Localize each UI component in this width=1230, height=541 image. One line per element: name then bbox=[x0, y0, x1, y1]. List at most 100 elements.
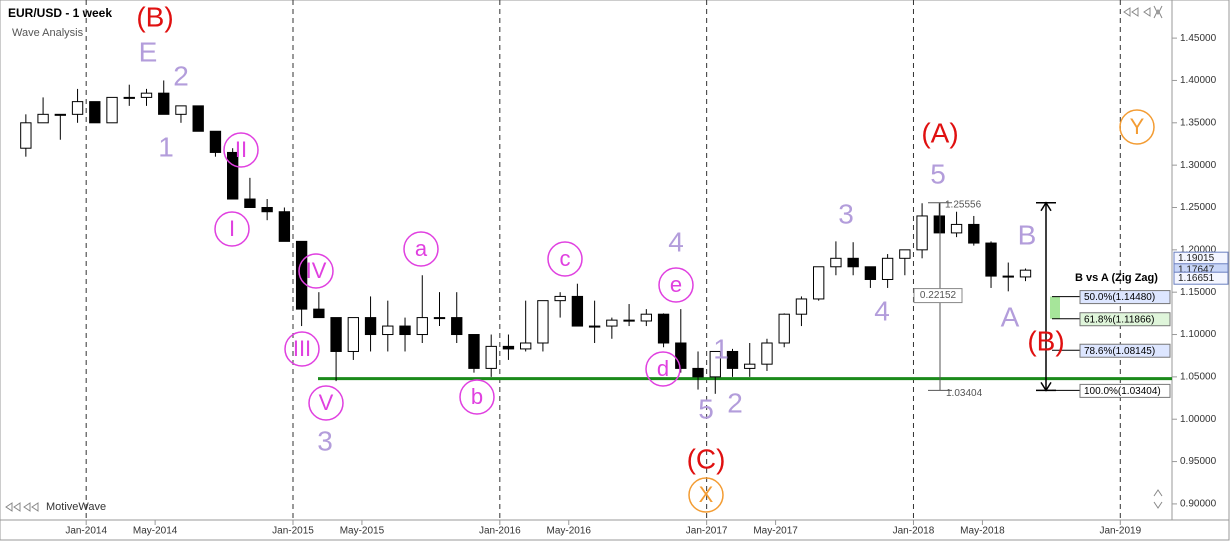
fib-box bbox=[1079, 383, 1171, 398]
candle-body bbox=[227, 151, 239, 200]
candle-body bbox=[623, 319, 635, 322]
fib-zone bbox=[1050, 296, 1060, 319]
candle-body bbox=[1002, 275, 1014, 278]
candle-body bbox=[881, 257, 894, 280]
candle-body bbox=[37, 113, 49, 124]
measure-low-label: 1.03404 bbox=[946, 388, 983, 399]
price-tag-box bbox=[1173, 271, 1229, 285]
fib-box bbox=[1079, 290, 1171, 305]
candle-body bbox=[795, 298, 808, 315]
candle-body bbox=[571, 295, 584, 327]
chart-title: EUR/USD - 1 week bbox=[8, 6, 112, 20]
candle-body bbox=[261, 206, 273, 213]
wave-circle bbox=[214, 211, 250, 247]
candle-body bbox=[140, 92, 153, 98]
wave-label: A bbox=[1001, 301, 1020, 332]
candle-body bbox=[847, 257, 859, 268]
price-tag-label: 1.17647 bbox=[1178, 264, 1215, 275]
candle-body bbox=[192, 105, 204, 132]
candle-body bbox=[813, 266, 825, 300]
y-tick-label: 1.25000 bbox=[1180, 202, 1217, 213]
candle-body bbox=[778, 313, 790, 344]
candle-body bbox=[71, 101, 84, 115]
measure-range-box bbox=[913, 288, 963, 304]
y-tick-label: 1.35000 bbox=[1180, 117, 1217, 128]
candle-body bbox=[1019, 269, 1032, 278]
wave-circle bbox=[1119, 109, 1155, 145]
x-tick-label: Jan-2019 bbox=[1099, 526, 1141, 537]
candle-body bbox=[330, 317, 342, 352]
scale-icons[interactable] bbox=[1153, 489, 1163, 509]
y-tick-label: 0.95000 bbox=[1180, 456, 1217, 467]
candle-body bbox=[709, 350, 721, 378]
candle-body bbox=[485, 345, 497, 369]
candle-body bbox=[347, 317, 359, 352]
wave-label: (B) bbox=[1027, 325, 1064, 356]
wave-label: E bbox=[139, 36, 158, 67]
candle-body bbox=[416, 317, 428, 336]
x-tick-label: May-2014 bbox=[133, 526, 178, 537]
fib-box bbox=[1079, 312, 1171, 327]
wave-label: 5 bbox=[698, 393, 714, 424]
fib-label: 100.0%(1.03404) bbox=[1084, 386, 1161, 397]
wave-label: 4 bbox=[668, 226, 684, 257]
x-tick-label: Jan-2016 bbox=[479, 526, 521, 537]
candle-body bbox=[657, 313, 670, 344]
wave-circle bbox=[645, 351, 681, 387]
candle-body bbox=[106, 96, 118, 124]
y-tick-label: 1.15000 bbox=[1180, 287, 1217, 298]
x-tick-label: Jan-2018 bbox=[893, 526, 935, 537]
measure-high-label: 1.25556 bbox=[945, 199, 982, 210]
candle-body bbox=[864, 266, 877, 280]
wave-label: 2 bbox=[727, 387, 743, 418]
y-tick-label: 0.90000 bbox=[1180, 499, 1217, 510]
candle-body bbox=[364, 317, 377, 336]
x-tick-label: Jan-2014 bbox=[65, 526, 107, 537]
y-tick-label: 1.05000 bbox=[1180, 372, 1217, 383]
wave-circle bbox=[308, 385, 344, 421]
wave-label: (A) bbox=[921, 117, 958, 148]
price-tag-label: 1.19015 bbox=[1178, 253, 1215, 264]
candle-body bbox=[175, 105, 187, 115]
y-tick-label: 1.40000 bbox=[1180, 75, 1217, 86]
wave-circle bbox=[658, 267, 694, 303]
candle-body bbox=[295, 240, 308, 310]
x-tick-label: May-2017 bbox=[753, 526, 798, 537]
x-tick-label: Jan-2017 bbox=[686, 526, 728, 537]
candle-body bbox=[761, 342, 773, 365]
wave-label: Y bbox=[1130, 114, 1145, 139]
candle-body bbox=[520, 342, 532, 350]
candle-body bbox=[692, 367, 704, 378]
wave-label: II bbox=[235, 137, 247, 162]
fib-label: 78.6%(1.08145) bbox=[1084, 346, 1155, 357]
candle-body bbox=[675, 342, 687, 369]
candle-body bbox=[468, 334, 480, 369]
wave-label: a bbox=[415, 236, 428, 261]
candle-body bbox=[916, 215, 928, 251]
wave-label: (C) bbox=[687, 443, 726, 474]
wave-label: 1 bbox=[158, 131, 174, 162]
candle-body bbox=[278, 211, 291, 242]
y-tick-label: 1.20000 bbox=[1180, 244, 1217, 255]
arrow-head bbox=[1040, 201, 1052, 392]
x-tick-label: May-2016 bbox=[547, 526, 592, 537]
wave-label: e bbox=[670, 272, 682, 297]
nav-icons[interactable] bbox=[5, 502, 39, 512]
y-tick-label: 1.10000 bbox=[1180, 329, 1217, 340]
wave-label: c bbox=[560, 246, 571, 271]
x-tick-label: May-2018 bbox=[960, 526, 1005, 537]
fib-title: B vs A (Zig Zag) bbox=[1075, 272, 1158, 284]
fib-label: 61.8%(1.11866) bbox=[1084, 314, 1154, 325]
candle-body bbox=[89, 101, 101, 124]
candle-body bbox=[933, 215, 945, 234]
x-tick-label: May-2015 bbox=[340, 526, 385, 537]
wave-circle bbox=[284, 331, 320, 367]
candle-body bbox=[899, 249, 911, 259]
toolbar-icons[interactable] bbox=[1123, 5, 1163, 19]
chart-subtitle: Wave Analysis bbox=[12, 27, 84, 39]
y-tick-label: 1.30000 bbox=[1180, 160, 1217, 171]
candle-body bbox=[985, 242, 997, 277]
candle-body bbox=[968, 223, 980, 244]
candle-body bbox=[640, 313, 652, 322]
